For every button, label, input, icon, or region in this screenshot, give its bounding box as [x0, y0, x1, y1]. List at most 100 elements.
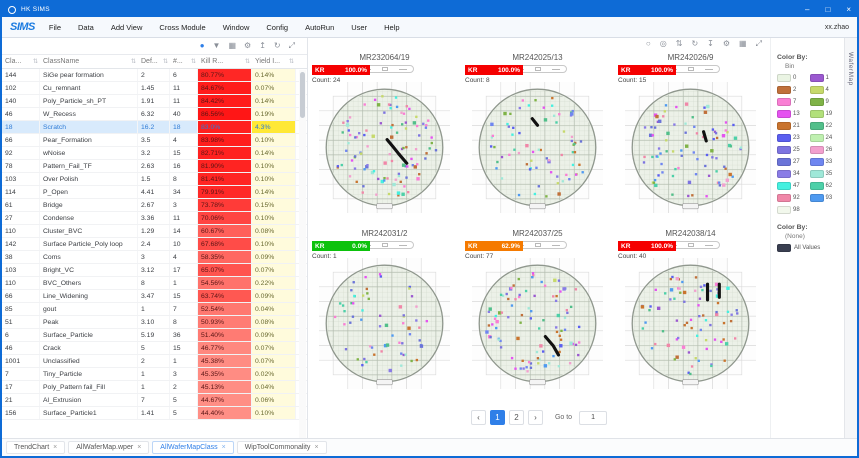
slider-handle-icon[interactable] [381, 67, 388, 71]
table-row[interactable]: 61 Bridge 2.67 3 73.78% 0.15% [2, 199, 307, 212]
legend-bin-item[interactable]: 1 [809, 74, 841, 82]
sort-icon[interactable]: ⇅ [675, 39, 683, 48]
page-button-1[interactable]: 1 [489, 410, 505, 425]
download-icon[interactable]: ↧ [707, 39, 714, 48]
table-row[interactable]: 140 Poly_Particle_sh_PT 1.91 11 84.42% 0.14% [2, 95, 307, 108]
table-row[interactable]: 144 SiGe pear formation 2 6 80.77% 0.14% [2, 69, 307, 82]
table-row[interactable]: 78 Pattern_Fail_TF 2.63 16 81.90% 0.10% [2, 160, 307, 173]
menu-item-help[interactable]: Help [384, 22, 400, 32]
table-row[interactable]: 103 Bright_VC 3.12 17 65.07% 0.07% [2, 264, 307, 277]
wafer-map[interactable] [624, 257, 757, 394]
pin-icon[interactable]: ● [199, 41, 205, 50]
table-row[interactable]: 7 Tiny_Particle 1 3 45.35% 0.02% [2, 368, 307, 381]
slider-handle-icon[interactable] [381, 243, 388, 247]
menu-item-file[interactable]: File [48, 22, 61, 32]
table-row[interactable]: 85 gout 1 7 52.54% 0.04% [2, 303, 307, 316]
table-row[interactable]: 1001 Unclassified 2 1 45.38% 0.07% [2, 355, 307, 368]
wafer-map[interactable] [318, 81, 451, 218]
table-row[interactable]: 27 Condense 3.36 11 70.06% 0.10% [2, 212, 307, 225]
menu-item-add-view[interactable]: Add View [110, 22, 143, 32]
table-row[interactable]: 156 Surface_Particle1 1.41 5 44.40% 0.10% [2, 407, 307, 420]
sort-icon[interactable]: ⇅ [288, 59, 294, 65]
gear-icon[interactable]: ⚙ [244, 41, 252, 50]
legend-bin-item[interactable]: 2 [777, 86, 808, 94]
menu-item-window[interactable]: Window [222, 22, 250, 32]
tab-close-icon[interactable]: × [53, 444, 58, 451]
menu-item-autorun[interactable]: AutoRun [305, 22, 335, 32]
maximize-button[interactable]: □ [825, 4, 831, 14]
table-row[interactable]: 18 Scratch 16.2 18 83.0% 4.3% [2, 121, 307, 134]
table-row[interactable]: 46 W_Recess 6.32 40 86.56% 0.19% [2, 108, 307, 121]
legend-bin-item[interactable]: 34 [777, 170, 808, 178]
refresh-icon[interactable]: ↻ [273, 41, 281, 50]
grid-icon[interactable]: ▦ [739, 39, 747, 48]
legend-bin-item[interactable]: 62 [809, 182, 841, 190]
legend-bin-item[interactable]: 93 [809, 194, 841, 202]
expand-icon[interactable]: ⤢ [755, 39, 762, 48]
table-row[interactable]: 103 Over Polish 1.5 8 81.41% 0.10% [2, 173, 307, 186]
sort-icon[interactable]: ⇅ [32, 59, 38, 65]
legend-bin-item[interactable]: 92 [777, 194, 808, 202]
sort-icon[interactable]: ⇅ [190, 59, 196, 65]
wafer-map[interactable] [471, 257, 604, 394]
scrollbar-thumb[interactable] [300, 72, 305, 118]
legend-bin-item[interactable]: 35 [809, 170, 841, 178]
column-header-1[interactable]: ClassName ⇅ [40, 58, 138, 65]
table-row[interactable]: 21 Al_Extrusion 7 5 44.67% 0.06% [2, 394, 307, 407]
legend-bin-item[interactable]: 9 [809, 98, 841, 106]
table-row[interactable]: 110 Cluster_BVC 1.29 14 60.67% 0.08% [2, 225, 307, 238]
table-row[interactable]: 114 P_Open 4.41 34 79.91% 0.14% [2, 186, 307, 199]
sort-icon[interactable]: ⇅ [130, 59, 136, 65]
target-icon[interactable]: ◎ [659, 39, 667, 48]
slider-handle-icon[interactable] [534, 67, 541, 71]
menu-item-user[interactable]: User [351, 22, 368, 32]
legend-bin-item[interactable]: 25 [777, 146, 808, 154]
menu-item-config[interactable]: Config [266, 22, 289, 32]
table-row[interactable]: 142 Surface Particle_Poly loop 2.4 10 67.68%… [2, 238, 307, 251]
sort-icon[interactable]: ⇅ [162, 59, 168, 65]
expand-icon[interactable]: ⤢ [288, 41, 295, 50]
legend-all-values[interactable]: All Values [777, 244, 840, 252]
slider-handle-icon[interactable] [534, 243, 541, 247]
tab-close-icon[interactable]: × [137, 444, 142, 451]
wafermap-side-tab[interactable]: WaferMap [847, 52, 854, 86]
column-header-2[interactable]: Def... ⇅ [138, 58, 170, 65]
table-row[interactable]: 66 Pear_Formation 3.5 4 83.98% 0.10% [2, 134, 307, 147]
wafer-map[interactable] [624, 81, 757, 218]
legend-bin-item[interactable]: 7 [777, 98, 808, 106]
table-row[interactable]: 46 Crack 5 15 46.77% 0.07% [2, 342, 307, 355]
legend-bin-item[interactable]: 47 [777, 182, 808, 190]
table-row[interactable]: 66 Line_Widening 3.47 15 63.74% 0.09% [2, 290, 307, 303]
wafer-map[interactable] [471, 81, 604, 218]
doc-tab-wiptoolcommonality[interactable]: WipToolCommonality × [236, 441, 327, 454]
legend-bin-item[interactable]: 13 [777, 110, 808, 118]
menu-item-data[interactable]: Data [78, 22, 94, 32]
tab-close-icon[interactable]: × [221, 444, 226, 451]
next-page-button[interactable]: › [527, 410, 543, 425]
goto-page-input[interactable] [579, 410, 608, 425]
column-header-4[interactable]: Kill R... ⇅ [198, 58, 252, 65]
prev-page-button[interactable]: ‹ [470, 410, 486, 425]
table-row[interactable]: 92 wNoise 3.2 15 82.71% 0.14% [2, 147, 307, 160]
filter-icon[interactable]: ▼ [212, 41, 221, 50]
table-row[interactable]: 110 BVC_Others 8 1 54.56% 0.22% [2, 277, 307, 290]
legend-bin-item[interactable]: 4 [809, 86, 841, 94]
column-header-3[interactable]: #... ⇅ [170, 58, 198, 65]
table-row[interactable]: 6 Surface_Particle 5.19 36 51.40% 0.09% [2, 329, 307, 342]
legend-bin-item[interactable]: 23 [777, 134, 808, 142]
legend-bin-item[interactable]: 33 [809, 158, 841, 166]
legend-bin-item[interactable]: 26 [809, 146, 841, 154]
tab-close-icon[interactable]: × [314, 444, 319, 451]
legend-bin-item[interactable]: 22 [809, 122, 841, 130]
circle-icon[interactable]: ○ [645, 39, 651, 48]
doc-tab-trendchart[interactable]: TrendChart × [6, 441, 66, 454]
wafer-map[interactable] [318, 257, 451, 394]
grid-icon[interactable]: ▦ [228, 41, 237, 50]
column-header-5[interactable]: Yield I... ⇅ [252, 58, 296, 65]
minimize-button[interactable]: – [805, 4, 810, 14]
export-icon[interactable]: ↥ [259, 41, 266, 50]
legend-bin-item[interactable]: 24 [809, 134, 841, 142]
table-scrollbar[interactable] [299, 70, 306, 438]
legend-bin-item[interactable]: 21 [777, 122, 808, 130]
refresh-icon[interactable]: ↻ [691, 39, 699, 48]
